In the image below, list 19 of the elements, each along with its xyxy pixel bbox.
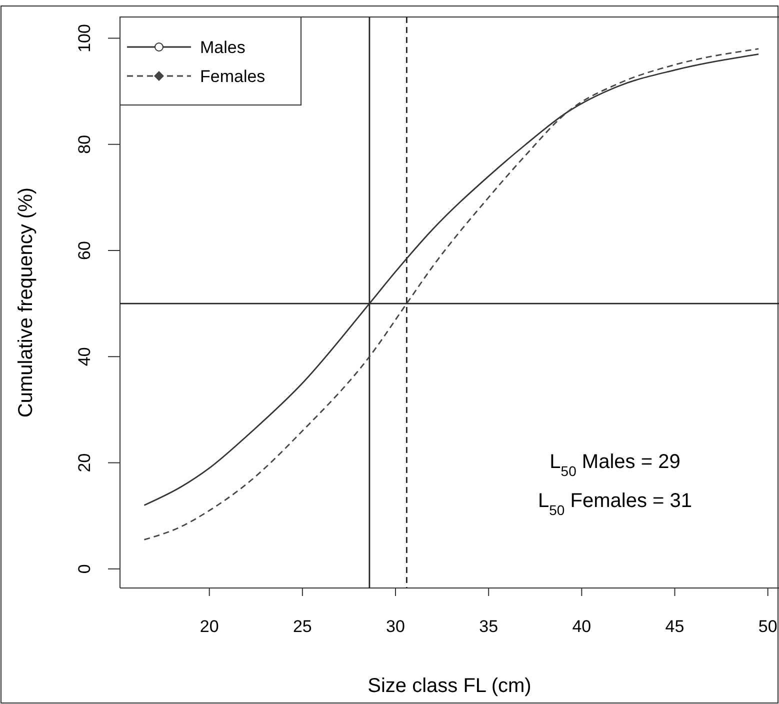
y-tick-label: 80 — [74, 134, 94, 154]
x-tick-label: 30 — [386, 617, 405, 636]
x-tick-label: 40 — [572, 617, 592, 636]
x-tick-label: 50 — [758, 617, 778, 636]
y-tick-label: 100 — [74, 24, 94, 52]
annotation: L$_{50}$ Males = 29 — [550, 451, 680, 479]
y-tick-label: 0 — [74, 564, 94, 574]
y-tick-label: 60 — [74, 241, 94, 260]
y-tick-label: 40 — [74, 347, 94, 366]
x-axis-title: Size class FL (cm) — [368, 675, 532, 697]
x-tick-label: 35 — [479, 617, 498, 636]
x-tick-label: 45 — [665, 617, 684, 636]
x-tick-label: 20 — [200, 617, 219, 636]
annotation: L$_{50}$ Females = 31 — [538, 490, 692, 518]
y-tick-label: 20 — [74, 453, 94, 472]
legend-label: Males — [200, 38, 246, 57]
y-axis-title: Cumulative frequency (%) — [15, 187, 37, 418]
x-tick-label: 25 — [292, 617, 312, 636]
legend-label: Females — [200, 66, 266, 86]
